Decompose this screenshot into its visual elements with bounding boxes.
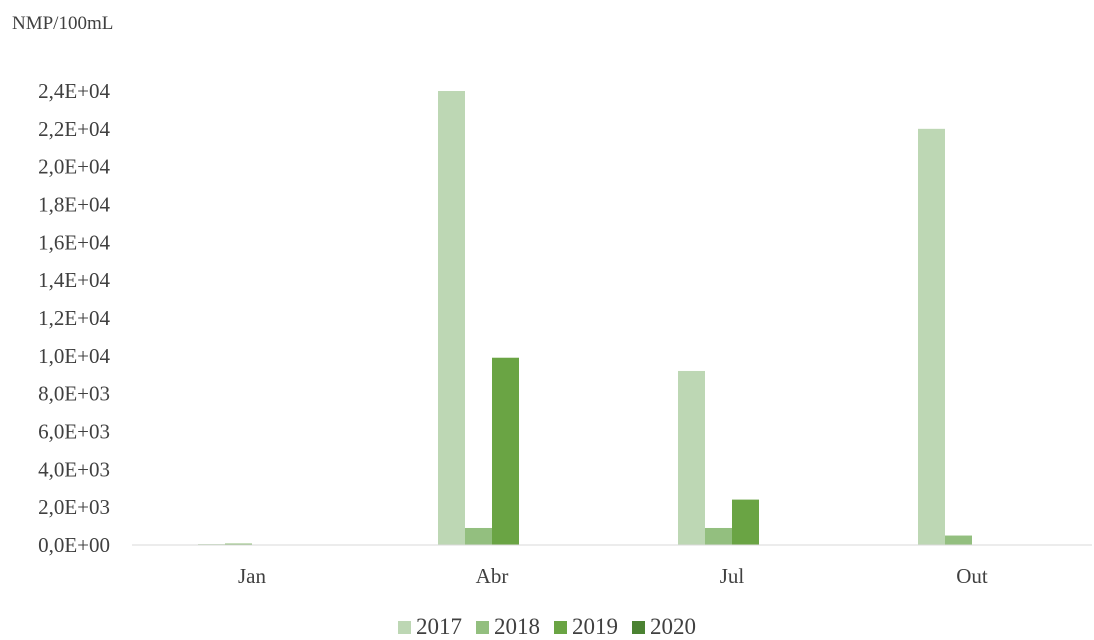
y-tick-label: 1,0E+04 (38, 344, 110, 368)
y-tick-label: 1,6E+04 (38, 230, 110, 254)
y-tick-label: 0,0E+00 (38, 533, 110, 557)
bar-2018-jan (225, 543, 252, 545)
bar-2018-abr (465, 527, 492, 545)
legend-label: 2020 (650, 614, 696, 639)
y-tick-label: 2,0E+03 (38, 495, 110, 519)
y-tick-label: 6,0E+03 (38, 420, 110, 444)
legend-swatch (398, 620, 411, 634)
x-tick-label: Jul (720, 564, 745, 588)
y-tick-label: 2,4E+04 (38, 79, 110, 103)
legend-swatch (476, 620, 489, 634)
bar-2017-abr (438, 91, 465, 545)
y-tick-label: 1,2E+04 (38, 306, 110, 330)
bar-2017-jul (678, 370, 705, 545)
bar-2019-jul (732, 499, 759, 545)
legend-swatch (632, 620, 645, 634)
legend-item-2019: 2019 (554, 614, 618, 640)
x-tick-label: Abr (476, 564, 509, 588)
x-tick-label: Jan (238, 564, 266, 588)
y-tick-label: 4,0E+03 (38, 457, 110, 481)
legend-item-2018: 2018 (476, 614, 540, 640)
y-tick-label: 1,4E+04 (38, 268, 110, 292)
bar-2018-out (945, 535, 972, 545)
legend-swatch (554, 620, 567, 634)
legend-label: 2018 (494, 614, 540, 639)
y-tick-label: 2,2E+04 (38, 117, 110, 141)
y-tick-label: 8,0E+03 (38, 382, 110, 406)
x-tick-label: Out (956, 564, 988, 588)
legend-item-2020: 2020 (632, 614, 696, 640)
bar-2019-abr (492, 357, 519, 545)
y-tick-label: 1,8E+04 (38, 193, 110, 217)
y-tick-label: 2,0E+04 (38, 155, 110, 179)
y-axis-label: NMP/100mL (12, 13, 114, 34)
legend-label: 2017 (416, 614, 462, 639)
bar-2017-out (918, 128, 945, 546)
legend-label: 2019 (572, 614, 618, 639)
bar-2018-jul (705, 527, 732, 545)
legend: 2017 2018 2019 2020 (0, 614, 1094, 640)
legend-item-2017: 2017 (398, 614, 462, 640)
